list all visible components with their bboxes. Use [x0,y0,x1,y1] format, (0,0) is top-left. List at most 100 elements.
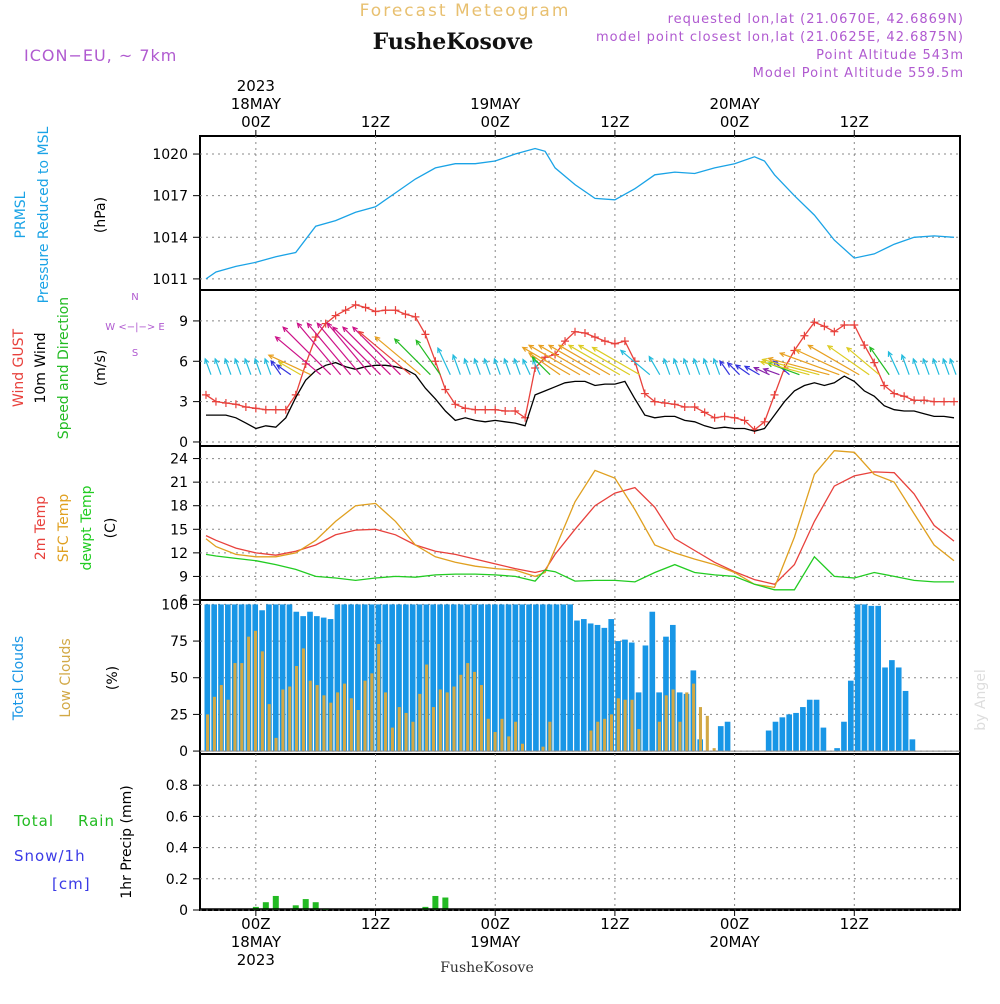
total-cloud-bar [416,604,423,752]
wind-arrow [692,357,701,375]
low-cloud-bar [240,663,244,752]
low-cloud-bar [370,673,374,752]
low-cloud-bar [260,651,264,752]
top-time-label: 20MAY [709,95,760,113]
wind-arrow [483,357,491,375]
low-cloud-bar [301,648,305,752]
wind-arrow-head [662,357,669,364]
gust-marker [880,381,889,390]
wind-arrow-shaft [942,358,950,375]
wind-frame [199,289,961,447]
low-cloud-bar [425,664,429,752]
wind-line-10m-wind [206,361,955,432]
wind-arrow-head [513,357,519,364]
wind-arrow [922,357,930,375]
wind-arrow-shaft [493,358,501,375]
wind-arrow [263,357,272,375]
total-cloud-bar [505,604,512,752]
gust-marker [281,405,290,414]
total-cloud-bar [717,726,724,752]
rain-bar [262,902,269,910]
temperature-ytick-label: 21 [170,475,188,491]
top-time-label: 00Z [241,113,270,131]
total-cloud-bar [889,660,895,752]
wind-arrow-head [682,357,688,364]
low-cloud-bar [219,685,223,752]
pressure-unit-label: (hPa) [93,197,109,233]
temperature-ytick-label: 18 [170,499,188,515]
top-time-label: 12Z [600,113,629,131]
wind-arrow-shaft [394,338,431,376]
wind-arrow [282,326,332,376]
wind-arrow-shaft [358,331,411,376]
gust-marker [630,357,639,366]
bottom-time-label: 2023 [237,951,275,969]
top-time-label: 00Z [720,113,749,131]
footer-location: FusheKosove [440,960,534,976]
total-cloud-bar [875,605,882,752]
gust-marker [441,385,450,394]
wind-arrow [648,355,661,376]
wind-arrow-head [332,326,338,333]
gust-marker [371,307,380,316]
wind-arrow [567,344,621,376]
precip-ytick-label: 0.6 [166,809,188,825]
wind-arrow-shaft [869,346,890,376]
low-cloud-bar [589,730,593,752]
wind-arrow-shaft [762,358,820,376]
gust-marker [331,311,340,320]
total-cloud-bar [225,604,231,752]
wind-arrow [662,357,671,375]
gust-marker [391,306,400,315]
wind-arrow [332,326,381,376]
wind-arrow-head [351,326,358,333]
wind-arrow [437,346,451,375]
total-cloud-bar [437,604,443,752]
gust-marker [580,329,589,338]
wind-arrow [270,359,282,376]
precip-legend-total: Total [13,812,54,830]
low-cloud-bar [596,721,600,752]
gust-marker [411,312,420,321]
compass-n: N [131,292,138,303]
low-cloud-bar [397,707,401,752]
wind-arrow-shaft [578,344,631,376]
gust-marker [690,403,699,411]
total-cloud-bar [355,604,361,752]
wind-arrow-head [473,357,479,364]
gust-marker [471,405,480,414]
wind-arrow-head [270,359,276,366]
wind-arrow-head [743,365,751,371]
model-altitude: Model Point Altitude 559.5m [753,66,964,81]
wind-arrow [682,357,691,375]
wind-arrow-head [277,361,284,367]
total-cloud-bar [854,604,861,752]
wind-ytick-label: 6 [179,354,188,370]
precip-ytick-label: 0.4 [166,841,188,857]
wind-arrow-head [734,364,741,370]
gust-marker [251,404,260,413]
wind-arrow [719,359,731,376]
gust-marker [261,405,270,414]
dewpt-label: dewpt Temp [79,485,95,570]
low-cloud-bar [698,707,703,752]
wind-arrow-head [342,326,348,333]
wind-arrow-shaft [296,322,342,376]
wind-panel-labels: Wind GUST 10m Wind Speed and Direction (… [11,292,165,439]
total-cloud-bar [724,721,731,752]
wind-arrow-shaft [282,326,332,376]
wind-arrow-head [912,357,918,364]
wind-arrow-shaft [887,351,900,375]
compass-we: W <−|−> E [105,322,164,333]
total-cloud-bar [492,604,498,752]
wind-arrow-shaft [693,358,701,375]
watermark: by Angel [973,669,989,730]
bottom-time-label: 18MAY [231,933,282,951]
gust-marker [670,400,679,409]
total-cloud-bar [409,604,416,752]
wind-panel: 0 3 6 9 [179,289,961,451]
wind-arrow-shaft [528,352,561,376]
wind-arrow [306,322,352,376]
wind-arrow-head [869,346,875,353]
